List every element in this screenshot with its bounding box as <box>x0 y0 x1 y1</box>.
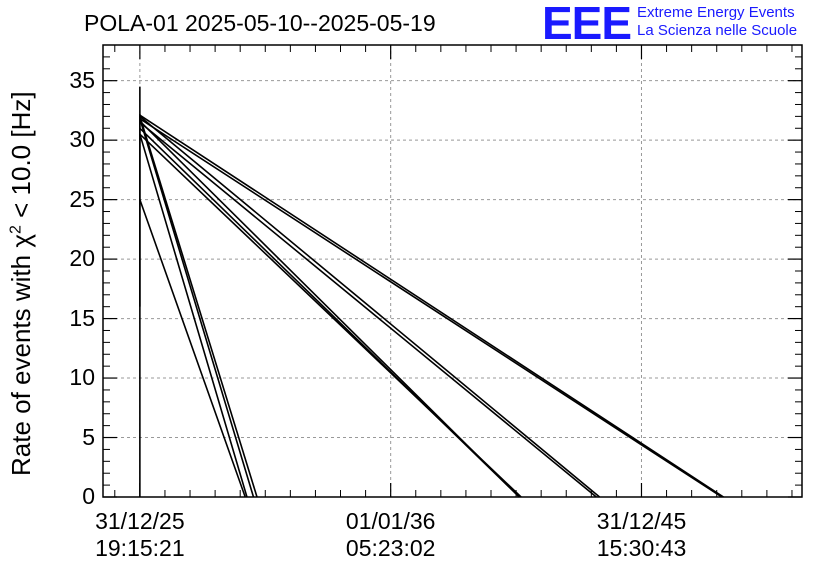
y-tick-label: 10 <box>69 364 95 391</box>
plot-frame <box>102 44 803 498</box>
logo-line-1: Extreme Energy Events <box>637 4 795 21</box>
data-line <box>139 133 248 498</box>
data-line <box>139 133 522 498</box>
x-tick-label: 01/01/36 05:23:02 <box>311 508 471 562</box>
x-tick-date: 31/12/45 <box>596 508 687 534</box>
x-tick-time: 15:30:43 <box>596 535 687 561</box>
data-line <box>139 118 723 498</box>
x-tick-time: 19:15:21 <box>95 535 185 561</box>
chart-title: POLA-01 2025-05-10--2025-05-19 <box>84 10 436 36</box>
logo-caption: Extreme Energy Events La Scienza nelle S… <box>637 4 797 40</box>
y-tick-label: 5 <box>82 423 95 450</box>
x-tick-label: 31/12/25 19:15:21 <box>60 508 220 562</box>
logo-line-2: La Scienza nelle Scuole <box>637 22 798 39</box>
x-tick-date: 31/12/25 <box>95 508 185 534</box>
y-tick-label: 20 <box>69 245 95 272</box>
data-line <box>139 115 601 498</box>
data-line <box>139 121 597 498</box>
data-line <box>139 114 724 498</box>
x-tick-date: 01/01/36 <box>345 508 436 534</box>
data-line <box>139 118 255 498</box>
y-tick-label: 30 <box>69 126 95 153</box>
y-tick-label: 15 <box>69 304 95 331</box>
data-line <box>139 199 246 498</box>
y-tick-label: 35 <box>69 66 95 93</box>
x-tick-label: 31/12/45 15:30:43 <box>561 508 721 562</box>
data-line <box>139 116 258 498</box>
eee-logo: EEE <box>542 0 632 49</box>
x-tick-time: 05:23:02 <box>345 535 436 561</box>
y-tick-label: 0 <box>82 483 95 509</box>
y-tick-label: 25 <box>69 185 95 212</box>
